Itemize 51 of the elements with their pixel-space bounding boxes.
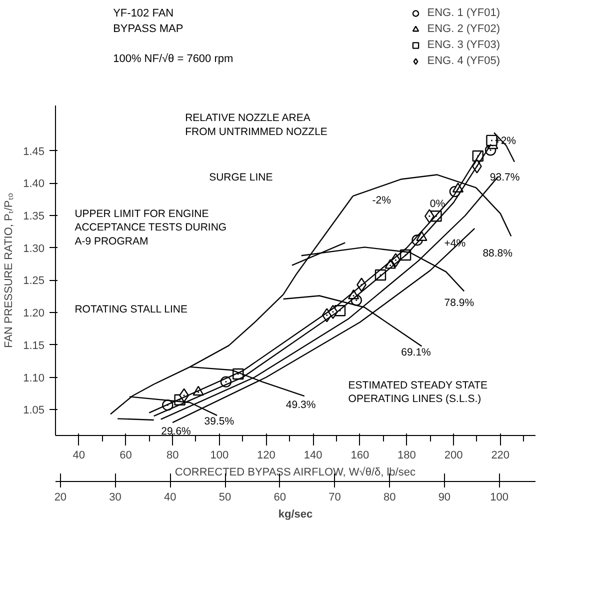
y-tick-label: 1.30 (23, 242, 45, 255)
annotation: 78.9% (444, 296, 474, 309)
x-axis-title: CORRECTED BYPASS AIRFLOW, W√θ/δ, lb/sec (174, 466, 416, 478)
y-tick-label: 1.10 (23, 372, 45, 384)
annotation: 49.3% (286, 399, 316, 412)
legend-label: ENG. 2 (YF02) (427, 22, 500, 37)
y-tick-label: 1.05 (23, 404, 45, 417)
y-tick-label: 1.15 (23, 340, 45, 352)
legend-label: ENG. 4 (YF05) (427, 54, 500, 69)
chart-subtitle: 100% NF/√θ = 7600 rpm (113, 53, 234, 65)
x-tick-label: 100 (210, 450, 229, 462)
annotation: 88.8% (482, 247, 512, 260)
x-tick-label: 40 (72, 450, 86, 462)
annotation: -2% (372, 194, 391, 207)
annotation: UPPER LIMIT FOR ENGINE ACCEPTANCE TESTS DURING A-9 PROGRAM (74, 208, 227, 248)
x-tick-label: 200 (444, 450, 463, 462)
x-tick-label: 140 (304, 450, 322, 462)
annotation: 39.5% (204, 416, 234, 428)
y-tick-label: 1.45 (23, 146, 45, 158)
chart-title: YF-102 FAN BYPASS MAP (113, 7, 184, 35)
x2-tick-label: 60 (274, 492, 286, 504)
annotation: 0% (430, 198, 446, 210)
x2-tick-label: 40 (164, 492, 176, 504)
annotation: ESTIMATED STEADY STATE OPERATING LINES (S.L.S.) (348, 379, 488, 406)
x-tick-label: 220 (491, 450, 510, 462)
x-tick-label: 120 (257, 450, 276, 462)
annotation: 29.6% (161, 426, 191, 438)
x2-tick-label: 30 (109, 492, 122, 504)
y-axis-title: FAN PRESSURE RATIO, Pₜ/Pₜₒ (3, 193, 16, 348)
x2-tick-label: 70 (328, 492, 341, 504)
x2-tick-label: 20 (54, 492, 67, 504)
y-tick-label: 1.25 (23, 275, 45, 288)
x2-tick-label: 90 (438, 492, 451, 504)
x-tick-label: 180 (398, 450, 416, 462)
annotation: ROTATING STALL LINE (74, 304, 188, 316)
y-tick-label: 1.20 (23, 308, 45, 320)
annotation: 93.7% (490, 172, 520, 184)
annotation: 69.1% (401, 346, 431, 358)
x2-tick-label: 50 (218, 492, 232, 504)
legend-label: ENG. 3 (YF03) (427, 38, 500, 53)
x-tick-label: 160 (350, 450, 370, 462)
annotation: SURGE LINE (209, 172, 273, 184)
x2-tick-label: 100 (490, 492, 508, 504)
x-tick-label: 60 (120, 450, 132, 462)
x2-axis-title: kg/sec (278, 508, 313, 520)
legend-label: ENG. 1 (YF01) (427, 6, 500, 21)
x-tick-label: 80 (166, 450, 179, 462)
y-tick-label: 1.35 (23, 210, 45, 222)
annotation: RELATIVE NOZZLE AREA FROM UNTRIMMED NOZZLE (185, 112, 328, 138)
y-tick-label: 1.40 (23, 178, 45, 190)
x2-tick-label: 80 (383, 492, 396, 504)
